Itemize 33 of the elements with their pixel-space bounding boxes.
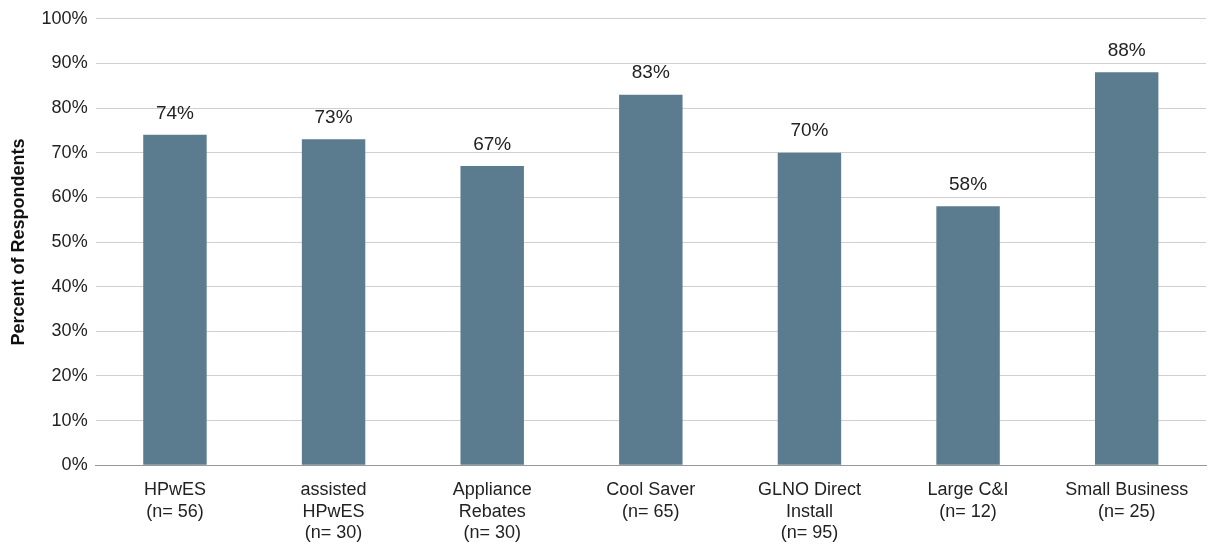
y-tick-label: 60% [51,186,88,207]
bar [143,134,207,465]
x-tick-label: Large C&I (n= 12) [927,478,1009,521]
y-tick-label: 40% [51,275,88,296]
y-tick-label: 90% [51,52,88,73]
data-label: 67% [473,132,512,154]
x-tick-label: HPwES (n= 56) [143,478,206,521]
bar [619,94,683,465]
y-axis-title: Percent of Respondents [7,138,28,346]
data-label: 70% [790,119,829,141]
x-tick-label: Cool Saver (n= 65) [606,478,696,521]
data-label: 88% [1107,39,1146,61]
y-tick-label: 70% [51,141,88,162]
y-tick-label: 30% [51,320,88,341]
x-tick-label: Appliance Rebates (n= 30) [452,478,532,543]
y-tick-label: 20% [51,364,88,385]
y-tick-label: 80% [51,97,88,118]
x-tick-label: Small Business (n= 25) [1065,478,1189,521]
bar [777,152,842,465]
data-label: 74% [155,101,195,123]
bar [301,139,366,465]
y-tick-label: 100% [41,7,88,28]
y-tick-label: 0% [61,454,88,475]
data-label: 58% [949,173,988,195]
data-label: 83% [631,61,670,83]
bar [1094,72,1159,465]
data-label: 73% [314,106,353,128]
x-tick-label: GLNO Direct Install (n= 95) [757,478,861,543]
bar [936,206,1000,465]
bar [460,166,524,465]
y-tick-label: 50% [51,230,88,251]
y-tick-label: 10% [51,409,88,430]
x-tick-label: assisted HPwES (n= 30) [300,478,367,543]
